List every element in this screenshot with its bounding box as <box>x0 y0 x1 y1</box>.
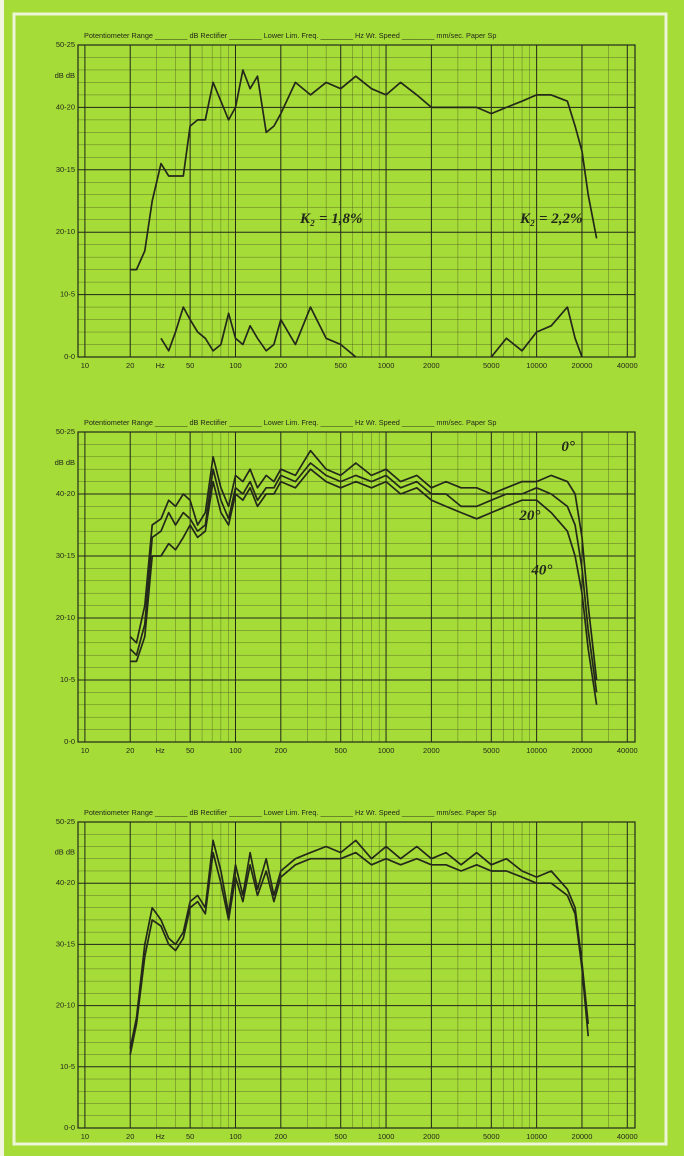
x-tick-label: 10 <box>81 1132 89 1141</box>
y-unit-label: dB dB <box>55 458 75 467</box>
response-curve <box>129 839 590 1049</box>
x-tick-label: 40000 <box>617 361 638 370</box>
header: Potentiometer Range ________ dB Rectifie… <box>84 808 496 817</box>
x-tick-label: 10 <box>81 746 89 755</box>
frame <box>12 12 668 1146</box>
x-tick-label: 200 <box>275 1132 288 1141</box>
x-unit-label: Hz <box>156 746 165 755</box>
y-tick-label: 20-10 <box>56 227 75 236</box>
x-tick-label: 1000 <box>378 361 395 370</box>
y-tick-label: 20-10 <box>56 613 75 622</box>
x-tick-label: 10000 <box>526 746 547 755</box>
x-tick-label: 50 <box>186 361 194 370</box>
response-curve <box>130 69 598 271</box>
chart: Potentiometer Range ________ dB Rectifie… <box>55 31 638 370</box>
x-tick-label: 1000 <box>378 1132 395 1141</box>
y-tick-label: 10-5 <box>60 290 75 299</box>
x-tick-label: 20 <box>126 746 134 755</box>
y-tick-label: 40-20 <box>56 878 75 887</box>
y-tick-label: 30-15 <box>56 165 75 174</box>
annotation: K₂ = 1,8% <box>299 211 363 227</box>
response-curve <box>129 449 598 681</box>
y-tick-label: 40-20 <box>56 102 75 111</box>
x-tick-label: 2000 <box>423 361 440 370</box>
edge <box>0 0 4 1156</box>
x-tick-label: 50 <box>186 1132 194 1141</box>
y-tick-label: 30-15 <box>56 551 75 560</box>
y-tick-label: 10-5 <box>60 675 75 684</box>
y-tick-label: 0-0 <box>64 352 75 361</box>
x-tick-label: 2000 <box>423 746 440 755</box>
header: Potentiometer Range ________ dB Rectifie… <box>84 418 496 427</box>
x-tick-label: 500 <box>334 1132 347 1141</box>
x-tick-label: 10 <box>81 361 89 370</box>
x-tick-label: 10000 <box>526 361 547 370</box>
x-tick-label: 5000 <box>483 1132 500 1141</box>
x-tick-label: 200 <box>275 746 288 755</box>
x-tick-label: 40000 <box>617 1132 638 1141</box>
y-tick-label: 30-15 <box>56 939 75 948</box>
x-tick-label: 20 <box>126 1132 134 1141</box>
chart: Potentiometer Range ________ dB Rectifie… <box>55 808 638 1141</box>
response-curve <box>160 306 583 358</box>
x-tick-label: 10000 <box>526 1132 547 1141</box>
y-tick-label: 50-25 <box>56 427 75 436</box>
y-tick-label: 50-25 <box>56 817 75 826</box>
x-tick-label: 20000 <box>572 361 593 370</box>
x-tick-label: 2000 <box>423 1132 440 1141</box>
response-curve <box>129 851 590 1055</box>
x-tick-label: 100 <box>229 361 242 370</box>
series-label: 20° <box>518 508 540 524</box>
y-tick-label: 0-0 <box>64 737 75 746</box>
x-tick-label: 5000 <box>483 746 500 755</box>
x-tick-label: 500 <box>334 746 347 755</box>
header: Potentiometer Range ________ dB Rectifie… <box>84 31 496 40</box>
response-curve <box>129 462 598 693</box>
chart: Potentiometer Range ________ dB Rectifie… <box>55 418 638 755</box>
y-tick-label: 0-0 <box>64 1123 75 1132</box>
series-label: 40° <box>530 563 552 579</box>
x-tick-label: 50 <box>186 746 194 755</box>
x-tick-label: 20000 <box>572 746 593 755</box>
y-tick-label: 40-20 <box>56 489 75 498</box>
x-tick-label: 1000 <box>378 746 395 755</box>
series-label: 0° <box>561 439 575 455</box>
x-tick-label: 5000 <box>483 361 500 370</box>
x-tick-label: 40000 <box>617 746 638 755</box>
x-tick-label: 200 <box>275 361 288 370</box>
x-tick-label: 100 <box>229 1132 242 1141</box>
y-tick-label: 20-10 <box>56 1001 75 1010</box>
response-curve <box>130 468 598 705</box>
plots: Potentiometer Range ________ dB Rectifie… <box>55 31 638 1141</box>
x-tick-label: 20000 <box>572 1132 593 1141</box>
x-tick-label: 100 <box>229 746 242 755</box>
y-unit-label: dB dB <box>55 71 75 80</box>
y-tick-label: 50-25 <box>56 40 75 49</box>
y-unit-label: dB dB <box>55 848 75 857</box>
x-unit-label: Hz <box>156 361 165 370</box>
x-tick-label: 20 <box>126 361 134 370</box>
annotation: K₂ = 2,2% <box>519 211 583 227</box>
x-tick-label: 500 <box>334 361 347 370</box>
y-tick-label: 10-5 <box>60 1062 75 1071</box>
x-unit-label: Hz <box>156 1132 165 1141</box>
